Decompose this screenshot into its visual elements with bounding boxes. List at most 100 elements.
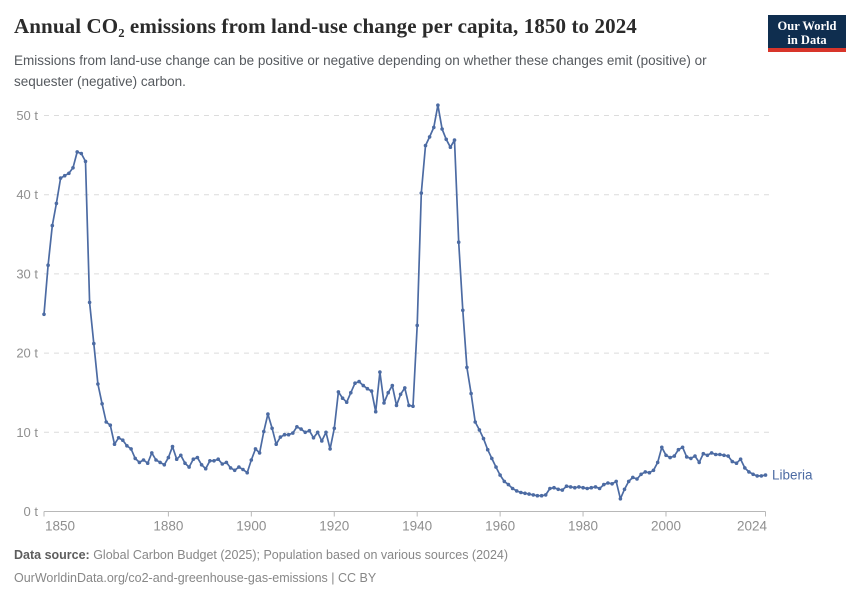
- data-point[interactable]: [58, 176, 63, 180]
- data-point[interactable]: [573, 485, 577, 490]
- data-point[interactable]: [448, 145, 453, 149]
- data-point[interactable]: [340, 396, 345, 401]
- data-point[interactable]: [224, 460, 229, 465]
- data-point[interactable]: [208, 459, 212, 463]
- data-point[interactable]: [270, 426, 274, 431]
- data-point[interactable]: [324, 430, 328, 435]
- data-point[interactable]: [137, 460, 142, 465]
- data-point[interactable]: [552, 485, 556, 490]
- data-point[interactable]: [510, 486, 515, 491]
- data-point[interactable]: [647, 470, 652, 475]
- data-point[interactable]: [286, 432, 291, 437]
- data-point[interactable]: [129, 447, 133, 451]
- data-point[interactable]: [295, 425, 299, 429]
- data-point[interactable]: [718, 452, 722, 457]
- data-point[interactable]: [610, 482, 614, 486]
- data-point[interactable]: [751, 472, 755, 477]
- data-point[interactable]: [237, 465, 241, 469]
- data-point[interactable]: [597, 486, 602, 491]
- data-point[interactable]: [199, 463, 204, 467]
- data-point[interactable]: [498, 473, 502, 477]
- data-point[interactable]: [232, 468, 237, 473]
- data-point[interactable]: [473, 420, 478, 424]
- data-point[interactable]: [514, 489, 519, 493]
- data-point[interactable]: [203, 466, 208, 471]
- data-point[interactable]: [519, 490, 523, 495]
- data-point[interactable]: [407, 403, 411, 408]
- data-point[interactable]: [220, 462, 225, 466]
- data-point[interactable]: [315, 430, 320, 435]
- data-point[interactable]: [614, 479, 618, 484]
- data-point[interactable]: [423, 143, 428, 148]
- data-point[interactable]: [274, 442, 279, 447]
- data-point[interactable]: [369, 389, 374, 393]
- data-point[interactable]: [494, 465, 498, 469]
- data-point[interactable]: [291, 431, 295, 435]
- data-point[interactable]: [709, 451, 714, 455]
- data-point[interactable]: [755, 474, 759, 478]
- data-point[interactable]: [456, 240, 461, 244]
- data-point[interactable]: [427, 135, 432, 139]
- data-point[interactable]: [660, 445, 664, 450]
- data-point[interactable]: [444, 137, 449, 142]
- data-point[interactable]: [87, 300, 92, 305]
- data-point[interactable]: [92, 341, 96, 346]
- data-point[interactable]: [150, 451, 154, 455]
- data-point[interactable]: [373, 409, 378, 414]
- data-point[interactable]: [539, 493, 544, 498]
- data-point[interactable]: [257, 451, 262, 455]
- data-point[interactable]: [655, 460, 660, 465]
- data-point[interactable]: [154, 458, 158, 462]
- data-point[interactable]: [730, 459, 735, 464]
- data-point[interactable]: [676, 447, 681, 452]
- data-point[interactable]: [158, 460, 162, 465]
- data-point[interactable]: [531, 493, 536, 497]
- data-point[interactable]: [349, 390, 353, 395]
- data-point[interactable]: [734, 461, 739, 466]
- data-point[interactable]: [344, 400, 349, 405]
- data-point[interactable]: [461, 308, 465, 313]
- data-point[interactable]: [585, 486, 589, 491]
- data-point[interactable]: [303, 430, 308, 435]
- data-point[interactable]: [560, 488, 565, 492]
- data-point[interactable]: [174, 457, 179, 462]
- data-point[interactable]: [726, 454, 730, 458]
- data-point[interactable]: [564, 484, 569, 489]
- data-point[interactable]: [535, 493, 540, 498]
- data-point[interactable]: [693, 454, 697, 458]
- data-point[interactable]: [523, 491, 527, 496]
- data-point[interactable]: [50, 223, 55, 228]
- data-point[interactable]: [668, 455, 672, 460]
- data-point[interactable]: [701, 451, 706, 456]
- data-point[interactable]: [46, 263, 50, 268]
- data-point[interactable]: [403, 386, 407, 390]
- data-point[interactable]: [166, 455, 171, 460]
- data-point[interactable]: [415, 323, 420, 328]
- data-point[interactable]: [266, 412, 270, 416]
- data-point[interactable]: [469, 391, 473, 396]
- data-point[interactable]: [705, 453, 710, 458]
- data-point[interactable]: [502, 479, 507, 484]
- data-point[interactable]: [79, 151, 84, 156]
- data-point[interactable]: [747, 470, 751, 474]
- data-point[interactable]: [684, 455, 689, 459]
- data-point[interactable]: [643, 470, 648, 474]
- data-point[interactable]: [42, 312, 46, 317]
- data-point[interactable]: [282, 432, 287, 437]
- data-point[interactable]: [108, 423, 113, 428]
- data-point[interactable]: [713, 452, 718, 457]
- data-point[interactable]: [506, 482, 511, 487]
- data-point[interactable]: [179, 453, 183, 458]
- data-point[interactable]: [253, 447, 258, 451]
- data-point[interactable]: [278, 435, 283, 439]
- data-point[interactable]: [672, 454, 677, 458]
- data-point[interactable]: [328, 447, 332, 451]
- data-point[interactable]: [195, 455, 200, 460]
- data-point[interactable]: [411, 404, 415, 409]
- data-point[interactable]: [162, 463, 167, 467]
- data-point[interactable]: [664, 453, 668, 458]
- data-point[interactable]: [145, 461, 150, 466]
- data-point[interactable]: [54, 201, 59, 206]
- data-point[interactable]: [62, 173, 67, 178]
